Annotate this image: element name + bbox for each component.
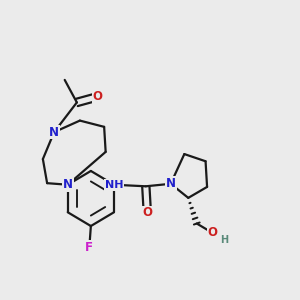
- Text: N: N: [166, 177, 176, 190]
- Text: O: O: [208, 226, 218, 239]
- Text: O: O: [142, 206, 152, 219]
- Text: NH: NH: [105, 180, 123, 190]
- Text: H: H: [220, 235, 228, 245]
- Text: N: N: [49, 126, 59, 139]
- Text: F: F: [85, 241, 93, 254]
- Text: N: N: [63, 178, 73, 191]
- Text: O: O: [92, 90, 103, 103]
